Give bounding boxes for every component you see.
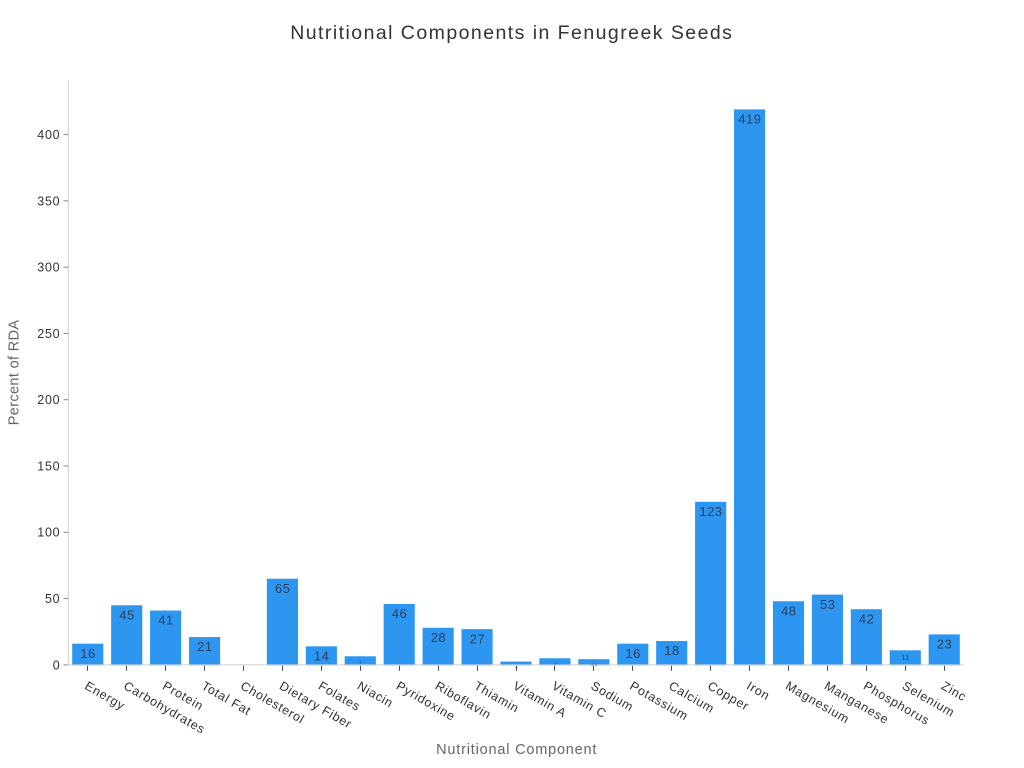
svg-text:350: 350 <box>37 194 60 208</box>
svg-text:45: 45 <box>119 607 134 622</box>
svg-text:41: 41 <box>158 613 173 628</box>
svg-text:16: 16 <box>80 646 95 661</box>
svg-text:400: 400 <box>37 128 60 142</box>
svg-text:250: 250 <box>37 327 60 341</box>
svg-text:65: 65 <box>275 581 290 596</box>
svg-text:14: 14 <box>314 648 329 663</box>
svg-text:28: 28 <box>431 630 446 645</box>
svg-text:16: 16 <box>625 646 640 661</box>
svg-text:4.5: 4.5 <box>591 663 597 667</box>
svg-text:0: 0 <box>53 658 61 672</box>
svg-text:27: 27 <box>470 631 485 646</box>
svg-text:100: 100 <box>37 526 60 540</box>
svg-text:23: 23 <box>937 637 952 652</box>
svg-text:7: 7 <box>359 660 362 665</box>
svg-text:42: 42 <box>859 611 874 626</box>
svg-text:2: 2 <box>515 665 517 669</box>
svg-text:123: 123 <box>699 504 722 519</box>
svg-text:53: 53 <box>820 597 835 612</box>
svg-text:50: 50 <box>45 592 60 606</box>
svg-text:300: 300 <box>37 261 60 275</box>
svg-text:18: 18 <box>664 643 679 658</box>
svg-text:11: 11 <box>901 655 909 662</box>
svg-text:419: 419 <box>738 112 761 127</box>
svg-text:46: 46 <box>392 606 407 621</box>
svg-text:48: 48 <box>781 603 796 618</box>
svg-text:21: 21 <box>197 639 212 654</box>
svg-text:150: 150 <box>37 459 60 473</box>
svg-text:200: 200 <box>37 393 60 407</box>
svg-text:Nutritional Components in Fenu: Nutritional Components in Fenugreek Seed… <box>290 22 733 44</box>
svg-text:Nutritional Component: Nutritional Component <box>436 742 597 758</box>
svg-text:5: 5 <box>554 662 556 666</box>
svg-text:Percent of RDA: Percent of RDA <box>7 320 23 426</box>
